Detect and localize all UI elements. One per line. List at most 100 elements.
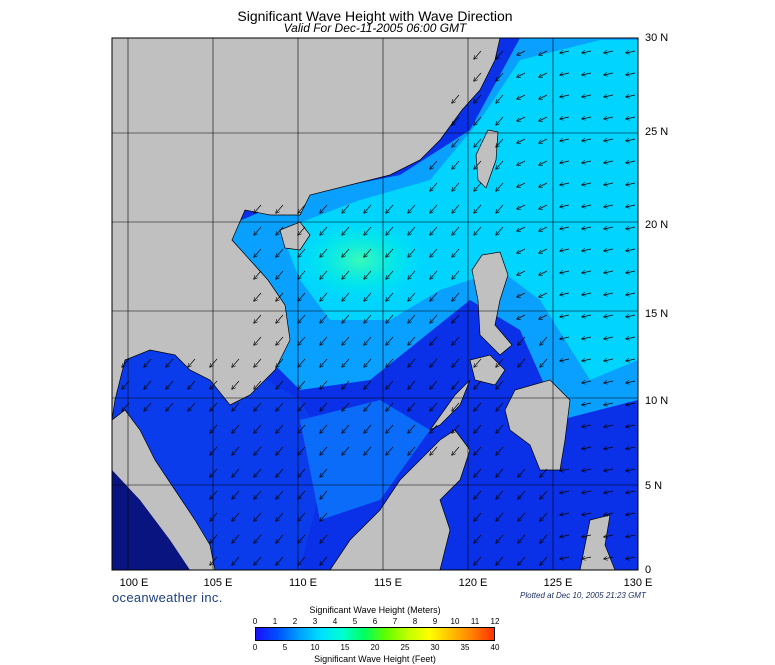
wave-arrow: [210, 358, 218, 367]
wave-arrow: [188, 402, 196, 411]
wave-arrow: [188, 358, 196, 367]
wave-arrow: [298, 402, 306, 411]
wave-arrow: [166, 358, 174, 367]
wave-arrow: [582, 73, 592, 75]
wave-arrow: [298, 490, 306, 499]
wave-arrow: [540, 336, 548, 345]
wave-arrow: [626, 513, 636, 515]
wave-arrow: [210, 490, 218, 499]
landmass-hainan: [279, 221, 311, 251]
wave-arrow: [582, 51, 592, 53]
wave-arrow: [276, 336, 284, 345]
wave-arrow: [408, 204, 416, 213]
wave-arrow: [320, 468, 328, 477]
wave-arrow: [604, 183, 614, 185]
wave-arrow: [166, 402, 174, 411]
wave-arrow: [518, 336, 526, 345]
wave-arrow: [604, 447, 614, 449]
wave-direction-arrows: [122, 50, 636, 565]
wave-arrow: [474, 490, 482, 499]
wave-arrow: [210, 468, 218, 477]
map-frame: [111, 37, 639, 571]
wave-arrow: [276, 314, 284, 323]
wave-arrow: [560, 51, 570, 53]
wave-arrow: [276, 468, 284, 477]
wave-arrow: [496, 50, 504, 59]
wave-arrow: [254, 512, 262, 521]
wave-arrow: [452, 182, 460, 191]
lon-label-100: 100 E: [119, 577, 149, 589]
wave-arrow: [560, 73, 570, 75]
colorbar-gradient: [255, 627, 495, 641]
wave-arrow: [626, 359, 636, 361]
wave-arrow: [408, 314, 416, 323]
wave-arrow: [254, 490, 262, 499]
wave-arrow: [517, 182, 526, 187]
wave-arrow: [604, 403, 614, 405]
wave-arrow: [254, 534, 262, 543]
wave-arrow: [560, 139, 570, 141]
wave-arrow: [540, 358, 548, 367]
wave-arrow: [518, 512, 526, 521]
wave-arrow: [474, 94, 482, 103]
wave-arrow: [626, 535, 636, 537]
wave-arrow: [452, 248, 460, 257]
wave-arrow: [539, 160, 548, 165]
wave-arrow: [254, 446, 262, 455]
wave-arrow: [276, 226, 284, 235]
wave-arrow: [298, 248, 306, 257]
wave-arrow: [626, 249, 636, 251]
wave-arrow: [626, 447, 636, 449]
wave-arrow: [254, 314, 262, 323]
wave-arrow: [342, 336, 350, 345]
wave-arrow: [496, 182, 504, 191]
wave-arrow: [430, 292, 438, 301]
wave-arrow: [430, 182, 438, 191]
wave-arrow: [582, 469, 592, 471]
wave-arrow: [276, 380, 284, 389]
wave-arrow: [474, 468, 482, 477]
landmass-taiwan: [475, 129, 499, 189]
wave-arrow: [496, 556, 504, 565]
wave-arrow: [254, 468, 262, 477]
wave-arrow: [496, 512, 504, 521]
wave-arrow: [364, 270, 372, 279]
wave-arrow: [539, 72, 548, 77]
wave-arrow: [539, 182, 548, 187]
wave-arrow: [539, 270, 548, 275]
wave-arrow: [517, 270, 526, 275]
wave-arrow: [386, 358, 394, 367]
wave-arrow: [452, 226, 460, 235]
wave-arrow: [560, 183, 570, 185]
wave-arrow: [232, 490, 240, 499]
wave-arrow: [364, 204, 372, 213]
wave-arrow: [517, 138, 526, 143]
lat-label-0: 0: [645, 564, 652, 576]
wave-arrow: [496, 402, 504, 411]
wave-arrow: [430, 160, 438, 169]
wave-arrow: [298, 314, 306, 323]
wave-arrow: [364, 248, 372, 257]
colorbar-feet-tick: 20: [370, 643, 380, 652]
wave-arrow: [626, 403, 636, 405]
wave-arrow: [496, 94, 504, 103]
wave-arrow: [474, 424, 482, 433]
wave-arrow: [364, 292, 372, 301]
lat-label-25: 25 N: [645, 126, 669, 138]
wave-arrow: [560, 513, 570, 515]
wave-arrow: [408, 292, 416, 301]
wave-arrow: [540, 556, 548, 565]
wave-arrow: [232, 424, 240, 433]
wave-arrow: [604, 315, 614, 317]
wave-arrow: [517, 160, 526, 165]
wave-arrow: [276, 402, 284, 411]
wave-arrow: [276, 248, 284, 257]
wave-arrow: [560, 557, 570, 559]
wave-arrow: [540, 512, 548, 521]
wave-arrow: [144, 380, 152, 389]
wave-arrow: [408, 424, 416, 433]
wave-arrow: [474, 226, 482, 235]
wave-arrow: [210, 446, 218, 455]
wave-arrow: [342, 248, 350, 257]
wave-arrow: [320, 380, 328, 389]
